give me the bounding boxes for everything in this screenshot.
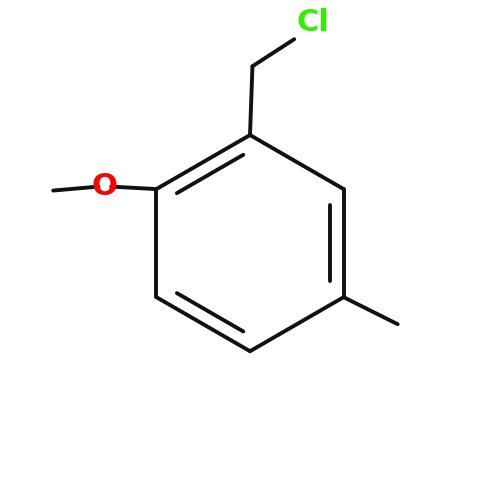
Text: Cl: Cl [296, 8, 330, 37]
Text: O: O [92, 172, 118, 201]
